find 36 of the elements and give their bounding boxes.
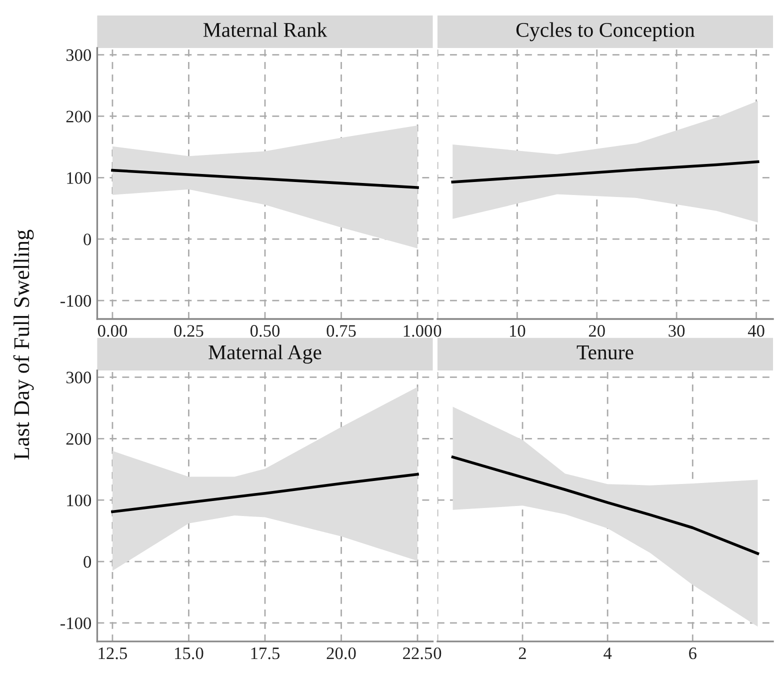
y-tick-label: 300 — [66, 372, 91, 384]
chart-title: Maternal Rank — [203, 22, 328, 37]
x-tick-label: 0.75 — [326, 325, 356, 337]
y-tick-label: 200 — [66, 110, 91, 122]
x-tick-label: 20.0 — [326, 647, 356, 660]
x-tick-label: 4 — [604, 648, 612, 660]
x-tick-label: 20 — [588, 325, 605, 337]
x-tick-label: 0 — [434, 647, 442, 660]
x-tick-label: 10 — [510, 325, 526, 337]
x-tick-label: 1.00 — [404, 325, 432, 337]
x-tick-label: 22.5 — [403, 648, 432, 660]
chart-title: Cycles to Conception — [516, 22, 695, 42]
x-tick-label: 0.25 — [174, 325, 204, 337]
x-tick-label: 30 — [668, 325, 685, 337]
line-series — [111, 472, 419, 514]
y-tick-label: 300 — [66, 49, 91, 61]
y-tick-label: 100 — [67, 172, 91, 184]
line-series — [111, 168, 419, 189]
x-tick-label: 2 — [518, 648, 526, 660]
chart-title: Maternal Age — [208, 344, 322, 364]
x-tick-label: 0.00 — [98, 325, 127, 337]
y-tick-label: 0 — [84, 556, 91, 568]
x-tick-label: 12.5 — [98, 648, 127, 660]
x-tick-label: 0.50 — [250, 325, 280, 337]
x-tick-label: 15.0 — [175, 647, 204, 660]
x-tick-label: 17.5 — [251, 648, 280, 660]
y-tick-label: 0 — [84, 234, 91, 246]
chart-title: Tenure — [576, 346, 634, 360]
y-axis-title: Last Day of Full Swelling — [13, 230, 34, 460]
x-tick-label: 40 — [748, 325, 764, 337]
y-tick-label: -100 — [60, 617, 91, 630]
x-tick-label: 6 — [689, 648, 696, 660]
x-tick-label: 0 — [434, 325, 442, 337]
y-tick-label: -100 — [60, 295, 91, 307]
y-tick-label: 200 — [66, 433, 91, 445]
y-tick-label: 100 — [67, 494, 91, 506]
